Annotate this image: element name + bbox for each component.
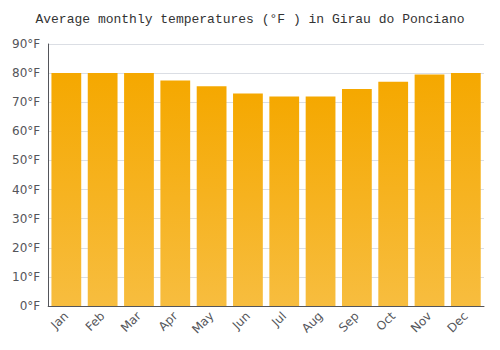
svg-text:Aug: Aug (299, 309, 325, 335)
svg-text:Oct: Oct (374, 309, 399, 334)
svg-text:30°F: 30°F (12, 212, 40, 226)
svg-text:Jun: Jun (229, 309, 253, 333)
svg-text:80°F: 80°F (12, 66, 40, 80)
svg-text:Jan: Jan (48, 309, 72, 333)
svg-text:May: May (189, 309, 216, 336)
svg-text:70°F: 70°F (12, 95, 40, 109)
svg-text:Feb: Feb (83, 309, 108, 334)
svg-text:40°F: 40°F (12, 183, 40, 197)
svg-text:10°F: 10°F (12, 270, 40, 284)
svg-text:60°F: 60°F (12, 124, 40, 138)
svg-text:20°F: 20°F (12, 241, 40, 255)
svg-text:Nov: Nov (408, 309, 434, 335)
svg-text:Jul: Jul (268, 309, 289, 330)
svg-text:Apr: Apr (156, 309, 181, 334)
svg-text:0°F: 0°F (20, 299, 41, 313)
svg-text:Sep: Sep (336, 309, 362, 335)
svg-text:90°F: 90°F (12, 37, 40, 51)
svg-text:Mar: Mar (118, 309, 144, 335)
svg-text:50°F: 50°F (12, 153, 40, 167)
svg-text:Average monthly temperatures (: Average monthly temperatures (°F ) in Gi… (35, 12, 464, 27)
svg-text:Dec: Dec (444, 309, 470, 335)
